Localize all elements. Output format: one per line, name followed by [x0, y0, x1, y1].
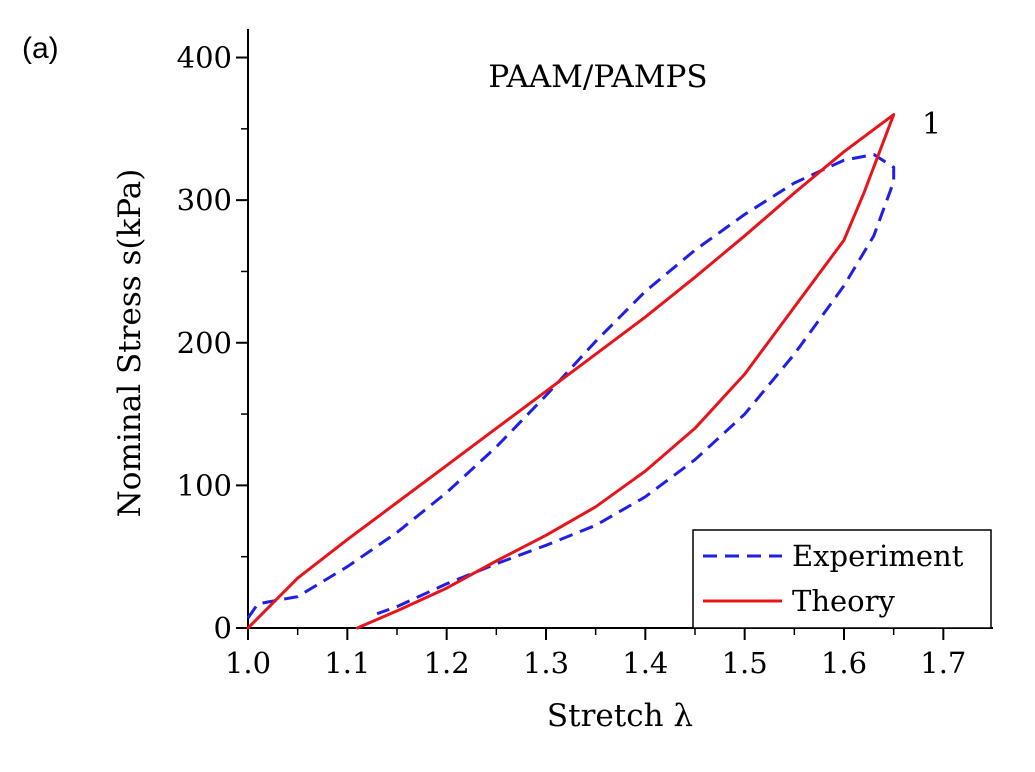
y-tick-label: 0 — [214, 611, 232, 645]
x-axis-label: Stretch λ — [547, 698, 693, 734]
legend: Experiment Theory — [692, 529, 992, 629]
series-line-experiment — [246, 153, 896, 619]
x-tick-label: 1.1 — [324, 646, 370, 680]
plot-area: 1.0 1.1 1.2 1.3 1.4 1.5 1.6 1.7 0 100 200 300 400 — [177, 29, 993, 680]
x-tick-label: 1.6 — [821, 646, 867, 680]
x-tick-label: 1.7 — [920, 646, 966, 680]
y-tick-label: 200 — [177, 326, 232, 360]
curve-annotation: 1 — [922, 107, 941, 142]
x-tick-label: 1.3 — [523, 646, 569, 680]
x-tick-label: 1.5 — [722, 646, 768, 680]
y-tick-label: 400 — [177, 41, 232, 75]
y-tick-label: 100 — [177, 468, 232, 502]
x-tick-label: 1.2 — [424, 646, 470, 680]
legend-box — [692, 529, 992, 629]
x-tick-label: 1.4 — [622, 646, 668, 680]
legend-label-theory: Theory — [792, 584, 896, 618]
panel-label: (a) — [22, 32, 59, 65]
y-tick-label: 300 — [177, 183, 232, 217]
series-line-theory — [246, 113, 896, 630]
legend-label-experiment: Experiment — [792, 539, 964, 573]
x-tick-label: 1.0 — [225, 646, 271, 680]
chart-title: PAAM/PAMPS — [488, 59, 707, 95]
y-axis-label: Nominal Stress s(kPa) — [112, 169, 148, 518]
